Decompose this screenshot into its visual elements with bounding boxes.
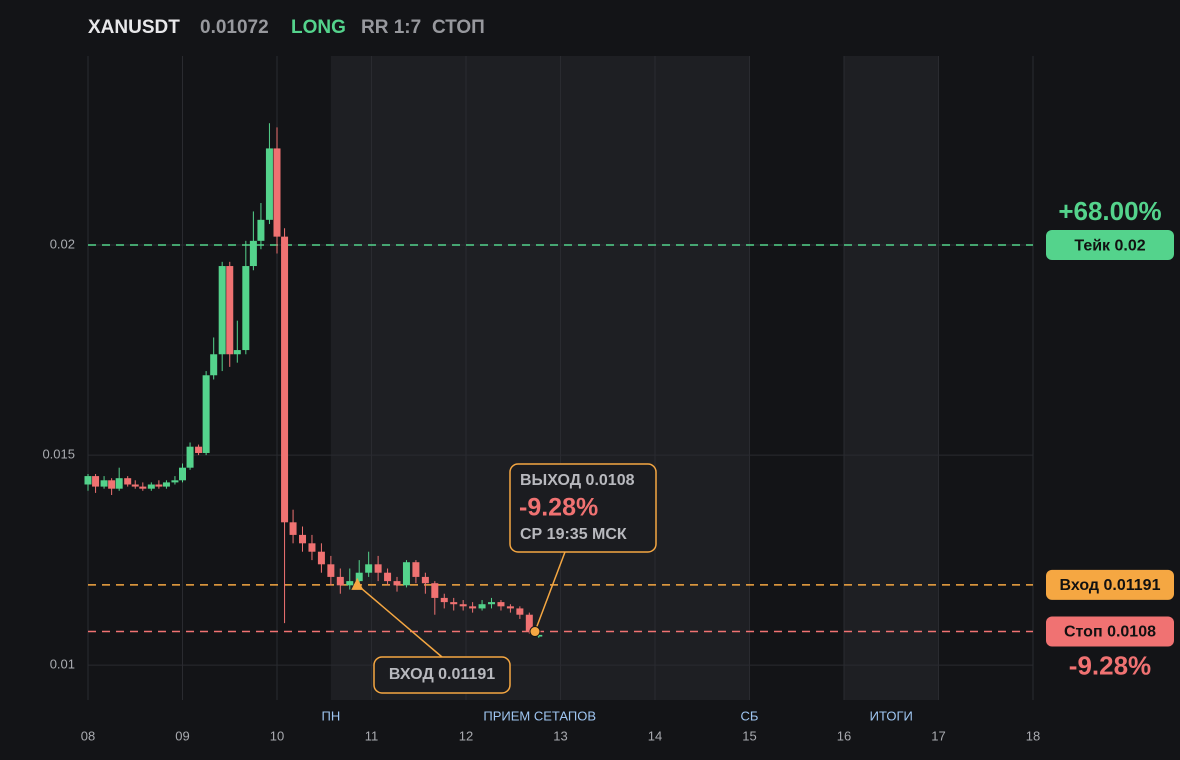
candle-body [233, 350, 241, 355]
level-change: +68.00% [1058, 196, 1161, 226]
candle-body [299, 534, 307, 544]
candle-body [421, 576, 429, 584]
entry-box [373, 656, 511, 694]
candle-body [355, 572, 363, 582]
candle-body [210, 354, 218, 376]
risk-reward: RR 1:7 [361, 17, 421, 38]
candle-body [249, 240, 257, 267]
candle-body [497, 602, 505, 607]
candle-body [308, 543, 316, 552]
x-tick-label: 16 [837, 728, 851, 743]
entry-connector [356, 584, 443, 658]
level-label: Вход 0.01191 [1060, 577, 1161, 594]
level-badge [1046, 616, 1174, 647]
x-tick-label: 15 [742, 728, 756, 743]
side: LONG [291, 17, 346, 38]
candle-body [218, 266, 226, 355]
level-label: Стоп 0.0108 [1064, 624, 1156, 641]
candle-body [186, 446, 194, 468]
candle-body [202, 375, 210, 453]
candle-body [289, 522, 297, 535]
level-label: Тейк 0.02 [1074, 237, 1145, 254]
entry-label: ВХОД 0.01191 [389, 666, 495, 683]
x-tick-label: 17 [931, 728, 945, 743]
candle-body [365, 564, 373, 573]
candle-body [488, 602, 496, 605]
candle-body [257, 219, 265, 241]
candle-body [281, 236, 289, 523]
candle-body [384, 572, 392, 582]
exit-change: -9.28% [519, 494, 598, 522]
exit-title: ВЫХОД 0.0108 [520, 472, 635, 489]
candle-body [115, 478, 123, 489]
candle-body [124, 478, 132, 485]
candle-body [100, 480, 108, 487]
candle-body [478, 604, 486, 609]
candle-body [346, 581, 354, 586]
level-badge [1046, 569, 1174, 600]
session-label: ИТОГИ [870, 708, 913, 723]
candle-body [226, 266, 234, 355]
x-tick-label: 14 [648, 728, 662, 743]
exit-connector [534, 551, 566, 632]
level-badge [1046, 230, 1174, 261]
candle-body [402, 562, 410, 586]
level-change: -9.28% [1069, 650, 1151, 680]
session-region [330, 56, 750, 700]
x-tick-label: 11 [365, 728, 379, 743]
exit-marker [529, 626, 541, 638]
candle-body [412, 562, 420, 577]
candle-body [440, 597, 448, 603]
candle-body [147, 484, 155, 489]
candle-body [162, 482, 170, 487]
candle-body [469, 606, 477, 609]
x-tick-label: 12 [459, 728, 473, 743]
candle-body [336, 576, 344, 586]
exit-box [509, 463, 657, 553]
candle-body [374, 564, 382, 573]
x-tick-label: 18 [1026, 728, 1040, 743]
candle-body [393, 581, 401, 586]
candle-body [171, 480, 179, 483]
header: XANUSDT 0.01072 LONG RR 1:7 СТОП [88, 17, 485, 38]
candle-body [195, 446, 203, 453]
y-tick-label: 0.02 [50, 236, 75, 251]
candle-body [273, 148, 281, 237]
x-tick-label: 09 [175, 728, 189, 743]
last-price: 0.01072 [200, 17, 269, 38]
y-tick-label: 0.015 [42, 447, 75, 462]
candle-body [431, 583, 439, 598]
candle-body [108, 480, 116, 489]
entry-marker [351, 577, 364, 590]
candle-body [131, 484, 139, 487]
candle-body [179, 467, 186, 481]
candle-body [327, 564, 335, 577]
session-label: ПН [321, 708, 340, 723]
candle-body [450, 602, 458, 605]
candle-body [242, 266, 250, 351]
candle-body [525, 614, 533, 632]
candle-body [506, 606, 514, 609]
session-label: ПРИЕМ СЕТАПОВ [483, 708, 596, 723]
candle-body [317, 551, 325, 565]
y-tick-label: 0.01 [50, 657, 75, 672]
session-label: СБ [741, 708, 759, 723]
candle-body [92, 476, 100, 487]
candle-body [516, 608, 524, 615]
candle-body [139, 486, 147, 489]
x-tick-label: 10 [270, 728, 284, 743]
candle-body [535, 634, 543, 637]
candle-body [459, 604, 467, 607]
session-region [844, 56, 939, 700]
candle-body [265, 148, 273, 220]
x-tick-label: 08 [81, 728, 95, 743]
exit-time: СР 19:35 МСК [520, 526, 627, 543]
status: СТОП [432, 17, 485, 38]
x-tick-label: 13 [553, 728, 567, 743]
symbol: XANUSDT [88, 17, 180, 38]
candle-body [84, 476, 92, 485]
candle-body [155, 484, 163, 487]
